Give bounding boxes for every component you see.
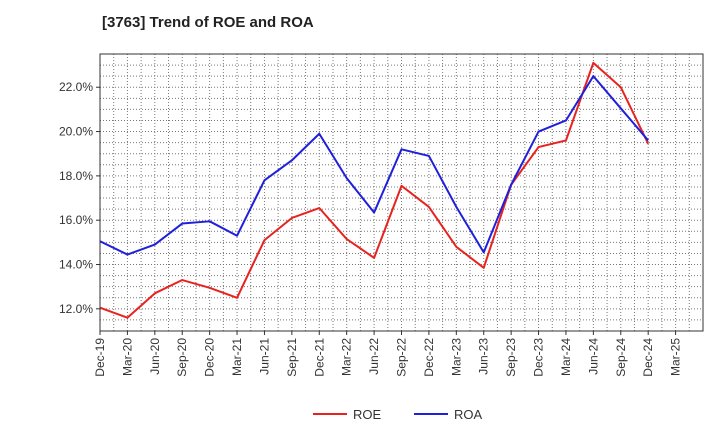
x-tick-label: Sep-23 (504, 338, 518, 377)
y-tick-label: 20.0% (59, 125, 93, 139)
x-tick-label: Jun-22 (367, 338, 381, 375)
x-tick-label: Jun-20 (148, 338, 162, 375)
x-tick-label: Dec-19 (93, 338, 107, 377)
y-axis: 12.0% 14.0% 16.0% 18.0% 20.0% 22.0% (59, 80, 100, 316)
series-line-roa (99, 75, 649, 256)
x-tick-label: Dec-21 (312, 338, 326, 377)
x-tick-label: Mar-23 (449, 338, 463, 376)
x-tick-label: Dec-23 (532, 338, 546, 377)
y-tick-label: 22.0% (59, 80, 93, 94)
x-tick-label: Mar-25 (669, 338, 683, 376)
series-group (99, 61, 650, 319)
x-tick-label: Sep-22 (395, 338, 409, 377)
y-tick-label: 14.0% (59, 258, 93, 272)
x-tick-label: Sep-20 (175, 338, 189, 377)
x-tick-label: Mar-21 (230, 338, 244, 376)
legend: ROE ROA (313, 407, 483, 422)
x-tick-label: Jun-24 (586, 338, 600, 375)
x-axis: Dec-19 Mar-20 Jun-20 Sep-20 Dec-20 Mar-21 Jun-… (93, 331, 683, 377)
x-tick-label: Dec-20 (203, 338, 217, 377)
x-tick-label: Jun-23 (477, 338, 491, 375)
x-tick-label: Jun-21 (257, 338, 271, 375)
x-tick-label: Mar-24 (559, 338, 573, 376)
x-tick-label: Sep-21 (285, 338, 299, 377)
legend-label-roa: ROA (454, 407, 483, 422)
legend-label-roe: ROE (353, 407, 382, 422)
series-line-roe (99, 61, 650, 319)
x-tick-label: Sep-24 (614, 338, 628, 377)
chart-title: [3763] Trend of ROE and ROA (102, 14, 314, 31)
x-tick-label: Mar-20 (120, 338, 134, 376)
grid (100, 54, 703, 331)
y-tick-label: 16.0% (59, 213, 93, 227)
y-tick-label: 18.0% (59, 169, 93, 183)
x-tick-label: Dec-24 (641, 338, 655, 377)
x-tick-label: Dec-22 (422, 338, 436, 377)
x-tick-label: Mar-22 (340, 338, 354, 376)
y-tick-label: 12.0% (59, 302, 93, 316)
